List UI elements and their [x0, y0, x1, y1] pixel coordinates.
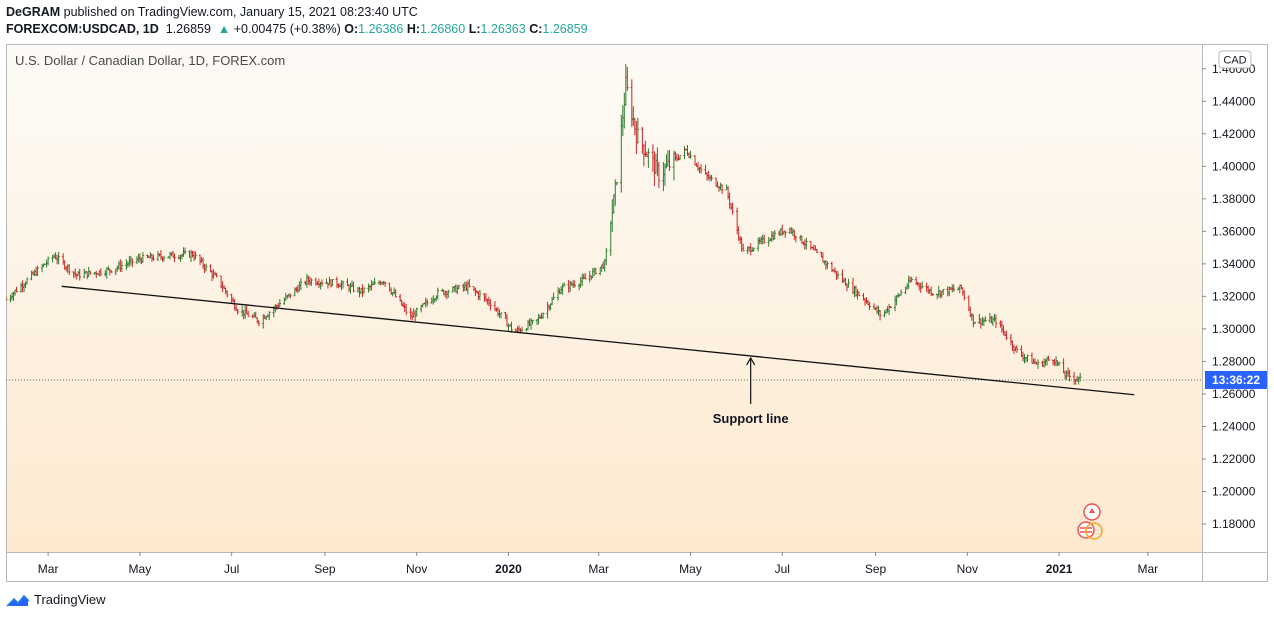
time-tick-label: May [679, 562, 702, 576]
time-tick-label: Mar [1138, 562, 1159, 576]
time-tick-label: Jul [224, 562, 239, 576]
support-trend-line[interactable] [61, 285, 1135, 396]
currency-badge-label: CAD [1223, 55, 1246, 67]
chart-area[interactable]: U.S. Dollar / Canadian Dollar, 1D, FOREX… [4, 44, 1268, 582]
price-tick-label: 1.44000 [1212, 94, 1256, 108]
price-tick-label: 1.20000 [1212, 484, 1256, 498]
open-label: O: [344, 22, 359, 36]
chart-title: U.S. Dollar / Canadian Dollar, 1D, FOREX… [15, 53, 285, 68]
price-tick-label: 1.26000 [1212, 387, 1256, 401]
price-tick-label: 1.38000 [1212, 192, 1256, 206]
price-tick-label: 1.22000 [1212, 452, 1256, 466]
low-label: L: [468, 22, 481, 36]
events-icon[interactable] [1077, 503, 1103, 540]
footer-brand[interactable]: TradingView [6, 592, 106, 607]
price-axis: 1.460001.440001.420001.400001.380001.360… [1202, 62, 1256, 531]
time-tick-label: Mar [38, 562, 59, 576]
current-price-badge-label: 13:36:22 [1212, 373, 1260, 387]
ohlc-header: FOREXCOM:USDCAD, 1D 1.26859 ▲ +0.00475 (… [6, 22, 588, 36]
plot-background [6, 44, 1202, 552]
price-tick-label: 1.18000 [1212, 517, 1256, 531]
time-tick-label: 2021 [1046, 562, 1073, 576]
current-price-badge [1205, 370, 1267, 389]
close-value: 1.26859 [542, 22, 588, 36]
event-ring-icon [1085, 522, 1103, 540]
price-tick-label: 1.28000 [1212, 354, 1256, 368]
time-tick-label: Nov [406, 562, 427, 576]
time-axis-background[interactable] [6, 552, 1268, 582]
open-value: 1.26386 [358, 22, 404, 36]
price-tick-label: 1.40000 [1212, 159, 1256, 173]
time-axis: Mar May Jul Sep Nov 2020 Mar May Jul Sep Nov 2021 Ma… [38, 552, 1158, 576]
currency-badge[interactable]: CAD [1218, 50, 1252, 69]
price-chart[interactable]: U.S. Dollar / Canadian Dollar, 1D, FOREX… [4, 44, 1268, 582]
price-tick-label: 1.30000 [1212, 322, 1256, 336]
published-text: published on TradingView.com, January 15… [63, 5, 418, 19]
time-tick-label: Mar [588, 562, 609, 576]
publisher-name[interactable]: DeGRAM [6, 5, 61, 19]
tradingview-cloud-icon [6, 594, 30, 607]
price-tick-label: 1.34000 [1212, 257, 1256, 271]
support-line-label: Support line [713, 411, 789, 426]
time-tick-label: Sep [865, 562, 887, 576]
time-tick-label: Nov [957, 562, 978, 576]
chart-border [6, 44, 1268, 582]
symbol-label: FOREXCOM:USDCAD, 1D [6, 22, 159, 36]
change-value: +0.00475 (+0.38%) [233, 22, 341, 36]
high-label: H: [406, 22, 421, 36]
price-tick-label: 1.32000 [1212, 289, 1256, 303]
close-label: C: [529, 22, 543, 36]
low-value: 1.26363 [480, 22, 526, 36]
price-tick-label: 1.36000 [1212, 224, 1256, 238]
annotations: Support line 13:36:22 [6, 285, 1267, 426]
price-tick-label: 1.42000 [1212, 127, 1256, 141]
publish-info: DeGRAM published on TradingView.com, Jan… [6, 5, 418, 19]
footer-brand-label: TradingView [34, 592, 106, 607]
time-tick-label: May [129, 562, 152, 576]
price-tick-label: 1.24000 [1212, 419, 1256, 433]
support-arrow-head-icon [746, 356, 756, 366]
candles [4, 63, 1082, 385]
time-tick-label: 2020 [495, 562, 522, 576]
time-tick-label: Sep [314, 562, 336, 576]
price-axis-background[interactable] [1202, 44, 1268, 552]
time-tick-label: Jul [775, 562, 790, 576]
high-value: 1.26860 [420, 22, 466, 36]
last-price: 1.26859 [165, 22, 211, 36]
change-arrow-icon: ▲ [217, 22, 231, 36]
